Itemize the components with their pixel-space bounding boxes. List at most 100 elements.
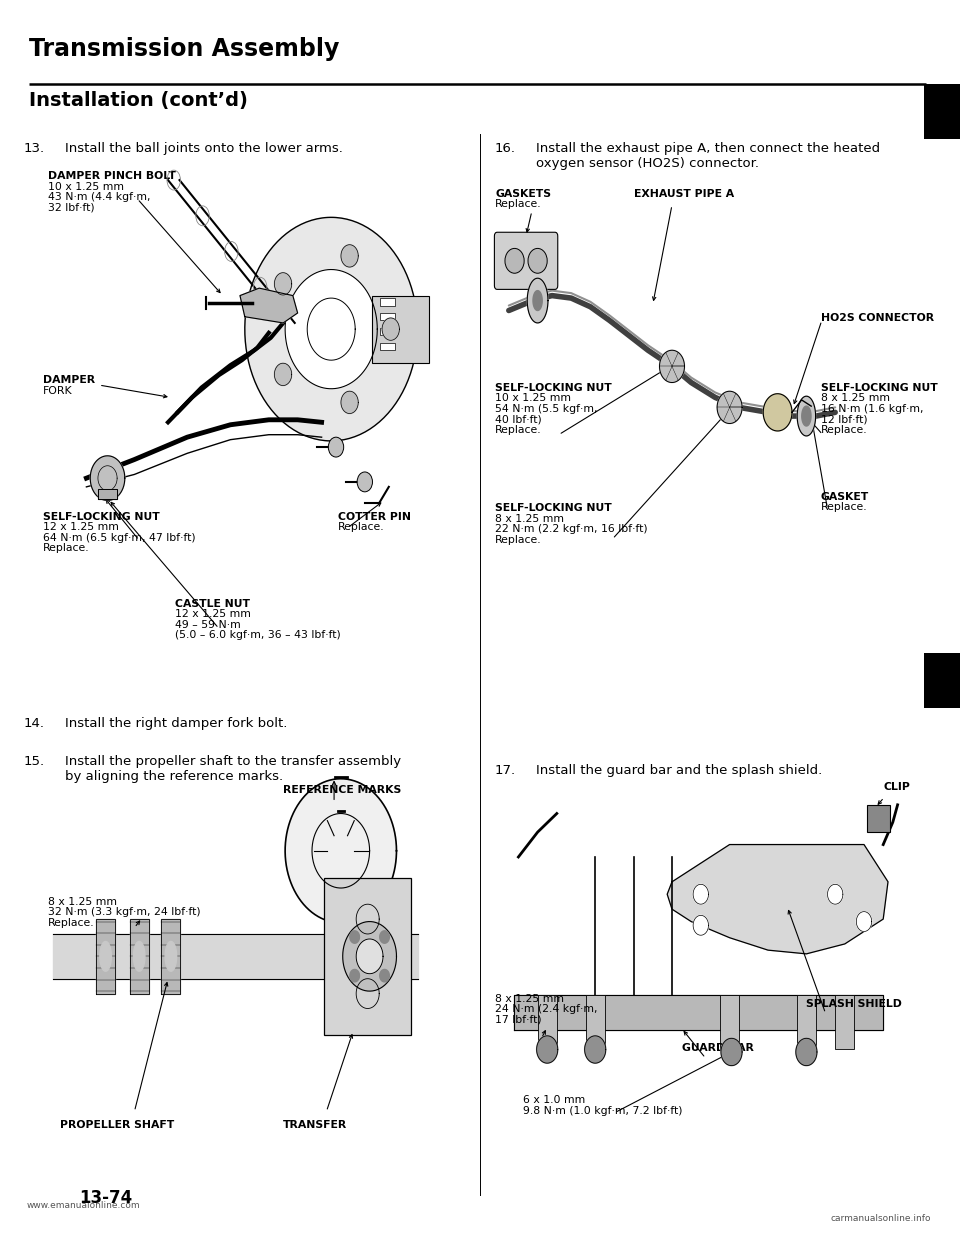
Text: HO2S CONNECTOR: HO2S CONNECTOR [821, 313, 934, 323]
Bar [380, 328, 395, 335]
Text: 6 x 1.0 mm: 6 x 1.0 mm [523, 1095, 586, 1105]
Text: DAMPER: DAMPER [43, 375, 95, 385]
Text: 10 x 1.25 mm: 10 x 1.25 mm [495, 392, 571, 404]
Text: SELF-LOCKING NUT: SELF-LOCKING NUT [495, 503, 612, 513]
Bar [380, 298, 395, 306]
Text: Replace.: Replace. [43, 543, 90, 553]
Polygon shape [240, 288, 298, 323]
Text: CLIP: CLIP [883, 782, 910, 792]
Text: GASKETS: GASKETS [495, 189, 551, 199]
Text: Replace.: Replace. [48, 918, 95, 928]
Text: 24 N·m (2.4 kgf·m,: 24 N·m (2.4 kgf·m, [495, 1004, 598, 1015]
Text: 17.: 17. [494, 764, 516, 776]
Polygon shape [130, 919, 149, 994]
FancyBboxPatch shape [372, 296, 429, 363]
Text: 8 x 1.25 mm: 8 x 1.25 mm [48, 897, 117, 907]
Text: 13.: 13. [24, 142, 45, 154]
Polygon shape [763, 394, 792, 431]
Text: REFERENCE MARKS: REFERENCE MARKS [283, 785, 401, 795]
Polygon shape [802, 406, 811, 426]
Polygon shape [341, 245, 358, 267]
Circle shape [328, 437, 344, 457]
Text: SELF-LOCKING NUT: SELF-LOCKING NUT [43, 512, 160, 522]
Circle shape [505, 248, 524, 273]
Polygon shape [285, 779, 396, 923]
Polygon shape [98, 489, 117, 499]
Polygon shape [382, 318, 399, 340]
Text: 15.: 15. [24, 755, 45, 768]
Text: Replace.: Replace. [821, 502, 868, 513]
Text: Install the exhaust pipe A, then connect the heated
oxygen sensor (HO2S) connect: Install the exhaust pipe A, then connect… [536, 142, 879, 170]
Polygon shape [693, 884, 708, 904]
Text: carmanualsonline.info: carmanualsonline.info [830, 1215, 931, 1223]
FancyBboxPatch shape [494, 232, 558, 289]
Text: SPLASH SHIELD: SPLASH SHIELD [806, 999, 902, 1009]
Polygon shape [533, 291, 542, 310]
Bar [538, 995, 557, 1049]
Text: 12 lbf·ft): 12 lbf·ft) [821, 414, 868, 424]
Text: 13-74: 13-74 [79, 1190, 132, 1207]
Bar [835, 995, 854, 1049]
Bar [720, 995, 739, 1049]
Polygon shape [537, 1036, 558, 1063]
Polygon shape [828, 884, 843, 904]
Polygon shape [380, 930, 390, 943]
Text: 40 lbf·ft): 40 lbf·ft) [495, 414, 542, 424]
Text: Install the propeller shaft to the transfer assembly
by aligning the reference m: Install the propeller shaft to the trans… [65, 755, 401, 784]
Text: Replace.: Replace. [338, 522, 385, 533]
Text: DAMPER PINCH BOLT: DAMPER PINCH BOLT [48, 171, 176, 181]
Text: www.emanualonline.com: www.emanualonline.com [27, 1201, 140, 1210]
Bar [380, 343, 395, 350]
Text: (5.0 – 6.0 kgf·m, 36 – 43 lbf·ft): (5.0 – 6.0 kgf·m, 36 – 43 lbf·ft) [175, 630, 341, 640]
Text: COTTER PIN: COTTER PIN [338, 512, 411, 522]
Polygon shape [721, 1038, 742, 1066]
Text: 8 x 1.25 mm: 8 x 1.25 mm [495, 513, 564, 524]
Polygon shape [660, 350, 684, 383]
Text: 64 N·m (6.5 kgf·m, 47 lbf·ft): 64 N·m (6.5 kgf·m, 47 lbf·ft) [43, 533, 196, 543]
Text: 32 lbf·ft): 32 lbf·ft) [48, 202, 95, 212]
Text: EXHAUST PIPE A: EXHAUST PIPE A [634, 189, 733, 199]
Polygon shape [527, 278, 548, 323]
Polygon shape [96, 919, 115, 994]
Text: PROPELLER SHAFT: PROPELLER SHAFT [60, 1120, 174, 1130]
Text: 12 x 1.25 mm: 12 x 1.25 mm [43, 522, 119, 533]
Text: 9.8 N·m (1.0 kgf·m, 7.2 lbf·ft): 9.8 N·m (1.0 kgf·m, 7.2 lbf·ft) [523, 1105, 683, 1117]
Text: GUARD BAR: GUARD BAR [682, 1043, 754, 1053]
Text: TRANSFER: TRANSFER [283, 1120, 348, 1130]
Text: 32 N·m (3.3 kgf·m, 24 lbf·ft): 32 N·m (3.3 kgf·m, 24 lbf·ft) [48, 907, 201, 918]
Text: CASTLE NUT: CASTLE NUT [175, 599, 250, 609]
Polygon shape [856, 912, 872, 932]
Text: 54 N·m (5.5 kgf·m,: 54 N·m (5.5 kgf·m, [495, 404, 598, 414]
Text: Transmission Assembly: Transmission Assembly [29, 37, 339, 61]
Text: 8 x 1.25 mm: 8 x 1.25 mm [495, 994, 564, 1004]
Polygon shape [341, 391, 358, 414]
Text: GASKET: GASKET [821, 492, 869, 502]
Polygon shape [245, 217, 418, 441]
Polygon shape [796, 1038, 817, 1066]
Text: FORK: FORK [43, 385, 73, 396]
Text: 16 N·m (1.6 kgf·m,: 16 N·m (1.6 kgf·m, [821, 404, 924, 414]
Text: Replace.: Replace. [495, 425, 542, 435]
Text: 8 x 1.25 mm: 8 x 1.25 mm [821, 392, 890, 404]
Text: 12 x 1.25 mm: 12 x 1.25 mm [175, 609, 251, 620]
Polygon shape [275, 273, 292, 296]
Bar [380, 313, 395, 320]
Polygon shape [161, 919, 180, 994]
Bar [797, 995, 816, 1049]
Text: Installation (cont’d): Installation (cont’d) [29, 91, 248, 109]
Text: Replace.: Replace. [495, 534, 542, 544]
Bar [924, 84, 960, 139]
Text: 14.: 14. [24, 717, 45, 729]
Polygon shape [285, 270, 377, 389]
Circle shape [528, 248, 547, 273]
Text: 17 lbf·ft): 17 lbf·ft) [495, 1015, 542, 1025]
Polygon shape [133, 941, 145, 971]
Polygon shape [717, 391, 742, 424]
Polygon shape [343, 922, 396, 991]
Text: Replace.: Replace. [821, 425, 868, 435]
Text: 16.: 16. [494, 142, 516, 154]
Polygon shape [797, 396, 816, 436]
Text: Install the guard bar and the splash shield.: Install the guard bar and the splash shi… [536, 764, 822, 776]
Text: 22 N·m (2.2 kgf·m, 16 lbf·ft): 22 N·m (2.2 kgf·m, 16 lbf·ft) [495, 524, 648, 534]
Text: Install the right damper fork bolt.: Install the right damper fork bolt. [65, 717, 288, 729]
